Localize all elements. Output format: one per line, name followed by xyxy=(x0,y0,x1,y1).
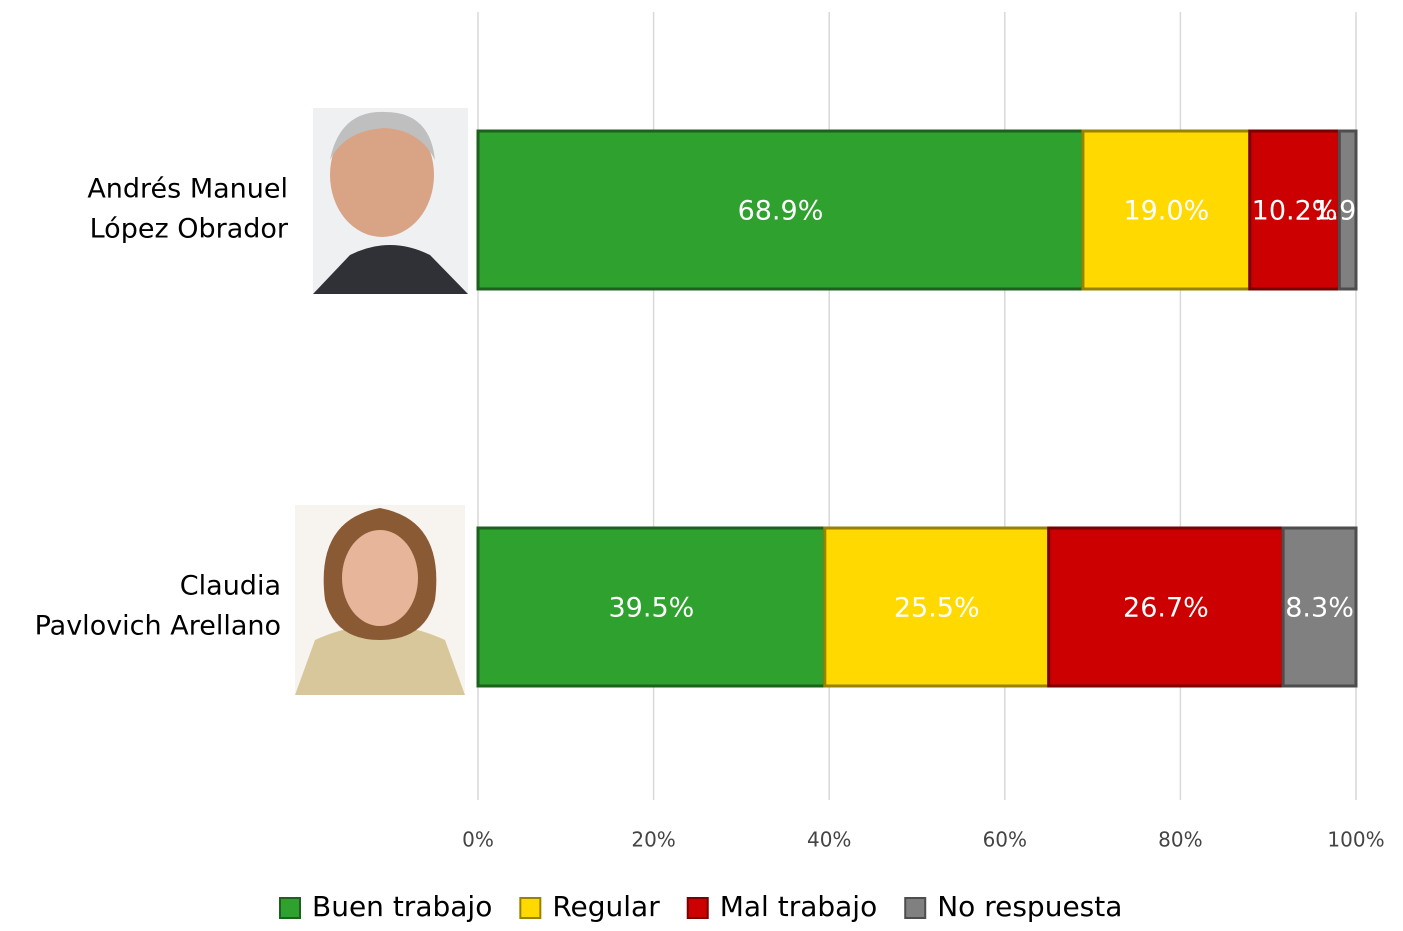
category-label: Pavlovich Arellano xyxy=(35,611,281,642)
value-label: 8.3% xyxy=(1285,593,1354,624)
value-label: 39.5% xyxy=(609,593,695,624)
value-label: 25.5% xyxy=(894,593,980,624)
x-tick-label: 100% xyxy=(1327,828,1384,852)
x-tick-label: 0% xyxy=(462,828,494,852)
category-label: Andrés Manuel xyxy=(87,174,288,205)
bar-segment xyxy=(476,526,827,688)
bar-segment xyxy=(476,129,1085,291)
legend-label: Mal trabajo xyxy=(720,890,878,923)
category-label: López Obrador xyxy=(90,214,289,245)
value-label: 10.2% xyxy=(1252,196,1338,227)
legend-marker xyxy=(519,897,542,919)
photo-placeholder xyxy=(313,108,468,294)
legend-marker xyxy=(279,897,301,919)
legend-marker xyxy=(686,897,709,919)
value-label: 26.7% xyxy=(1123,593,1209,624)
bar-segment xyxy=(1337,129,1358,291)
legend-label: Regular xyxy=(552,890,660,923)
legend-marker xyxy=(904,897,927,919)
value-label: 1.9% xyxy=(1313,196,1382,227)
photo-placeholder xyxy=(295,505,465,695)
x-tick-label: 60% xyxy=(983,828,1027,852)
bar-segment xyxy=(1248,129,1341,291)
bar-segment xyxy=(1281,526,1358,688)
value-label: 68.9% xyxy=(738,196,824,227)
value-label: 19.0% xyxy=(1123,196,1209,227)
legend-label: No respuesta xyxy=(937,890,1122,923)
bar-segment xyxy=(823,526,1051,688)
x-tick-label: 20% xyxy=(631,828,675,852)
category-label: Claudia xyxy=(180,571,281,602)
x-tick-label: 40% xyxy=(807,828,851,852)
legend-label: Buen trabajo xyxy=(312,890,492,923)
x-tick-label: 80% xyxy=(1158,828,1202,852)
